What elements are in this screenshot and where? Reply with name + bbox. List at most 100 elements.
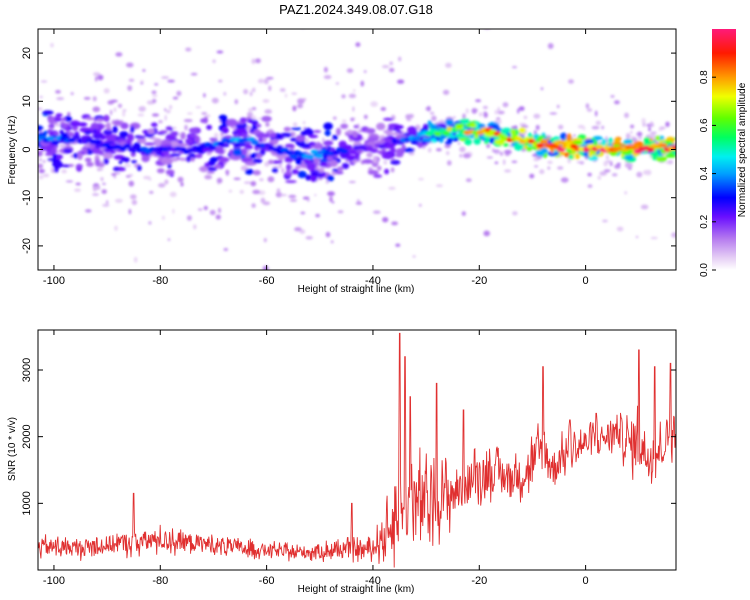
heatmap-speckle (373, 210, 381, 214)
heatmap-speckle (169, 105, 172, 110)
heatmap-speckle (164, 108, 167, 112)
heatmap-blob (286, 164, 292, 171)
heatmap-speckle (172, 96, 179, 100)
heatmap-blob (261, 115, 272, 122)
heatmap-speckle (599, 171, 607, 176)
heatmap-blob (312, 142, 324, 150)
heatmap-speckle (341, 119, 347, 123)
heatmap-ridge-cell (314, 153, 323, 159)
heatmap-speckle (624, 112, 629, 119)
heatmap-speckle (503, 159, 506, 166)
heatmap-speckle (486, 143, 491, 149)
heatmap-blob (469, 122, 477, 129)
heatmap-speckle (483, 112, 488, 118)
heatmap-blob (566, 133, 572, 142)
heatmap-speckle (366, 152, 373, 158)
heatmap-blob (285, 180, 297, 184)
heatmap-blob (244, 144, 253, 150)
heatmap-speckle (259, 78, 264, 83)
heatmap-speckle (251, 203, 256, 208)
heatmap-speckle (293, 122, 298, 127)
heatmap-ytick-label: 20 (21, 47, 33, 59)
heatmap-blob (588, 151, 593, 158)
heatmap-speckle (185, 47, 192, 52)
heatmap-speckle (83, 97, 91, 100)
heatmap-blob (305, 174, 311, 181)
heatmap-speckle (539, 169, 545, 175)
heatmap-speckle (102, 203, 110, 207)
heatmap-ridge-cell (289, 154, 298, 160)
heatmap-speckle (631, 137, 638, 143)
heatmap-blob (575, 152, 580, 160)
heatmap-blob (119, 131, 129, 138)
heatmap-speckle (142, 69, 146, 72)
snr-panel: -100 -80 -60 -40 -20 0 1000 2000 3000 Height of … (7, 329, 677, 595)
heatmap-speckle (659, 126, 666, 130)
heatmap-blob (394, 124, 404, 130)
heatmap-speckle (486, 156, 494, 159)
heatmap-speckle (38, 169, 45, 174)
heatmap-speckle (195, 106, 202, 109)
heatmap-speckle (92, 106, 101, 113)
heatmap-speckle (497, 106, 500, 113)
heatmap-blob (431, 138, 437, 144)
heatmap-speckle (65, 180, 74, 183)
heatmap-speckle (606, 155, 609, 160)
heatmap-blob (300, 131, 307, 136)
heatmap-blob (547, 150, 560, 157)
heatmap-speckle (113, 175, 117, 179)
heatmap-speckle (211, 97, 219, 104)
heatmap-speckle (323, 66, 328, 73)
heatmap-speckle (630, 124, 635, 129)
heatmap-blob (310, 175, 318, 182)
heatmap-speckle (535, 124, 540, 131)
heatmap-ylabel: Frequency (Hz) (7, 116, 18, 185)
heatmap-speckle (123, 163, 132, 168)
heatmap-blob (271, 167, 279, 173)
heatmap-blob (206, 166, 218, 172)
heatmap-speckle (605, 160, 613, 163)
heatmap-speckle (167, 79, 175, 83)
heatmap-xtick-label: -80 (152, 275, 168, 287)
heatmap-speckle (549, 112, 558, 115)
heatmap-speckle (255, 58, 261, 64)
heatmap-speckle (405, 114, 411, 120)
heatmap-speckle (459, 154, 462, 158)
heatmap-speckle (111, 173, 117, 176)
heatmap-blob (209, 137, 219, 141)
heatmap-blob (180, 132, 186, 140)
heatmap-blob (150, 122, 158, 127)
heatmap-speckle (216, 177, 223, 184)
heatmap-blob (59, 129, 64, 134)
heatmap-blob (84, 130, 92, 135)
heatmap-blob (85, 117, 96, 121)
heatmap-blob (535, 149, 545, 157)
heatmap-blob (233, 142, 240, 148)
heatmap-speckle (297, 98, 305, 105)
heatmap-blob (383, 130, 393, 134)
heatmap-speckle (140, 80, 144, 83)
heatmap-speckle (540, 87, 544, 91)
heatmap-speckle (59, 144, 66, 148)
heatmap-ridge-cell (646, 147, 655, 152)
heatmap-blob (297, 170, 307, 179)
heatmap-speckle (370, 101, 378, 107)
heatmap-speckle (382, 217, 389, 223)
heatmap-blob (72, 153, 79, 159)
heatmap-speckle (294, 227, 302, 232)
heatmap-speckle (212, 59, 216, 63)
heatmap-speckle (461, 211, 466, 216)
heatmap-blob (64, 115, 72, 122)
heatmap-blob (410, 139, 417, 145)
snr-xtick-label: -100 (43, 575, 65, 587)
heatmap-speckle (243, 89, 249, 95)
heatmap-blob (473, 137, 481, 145)
heatmap-blob (572, 140, 584, 145)
heatmap-blob (179, 157, 185, 162)
heatmap-speckle (172, 126, 177, 130)
heatmap-blob (38, 150, 43, 157)
heatmap-speckle (645, 169, 652, 176)
heatmap-ridge-cell (540, 139, 549, 144)
heatmap-blob (390, 147, 396, 154)
heatmap-blob (362, 159, 373, 164)
